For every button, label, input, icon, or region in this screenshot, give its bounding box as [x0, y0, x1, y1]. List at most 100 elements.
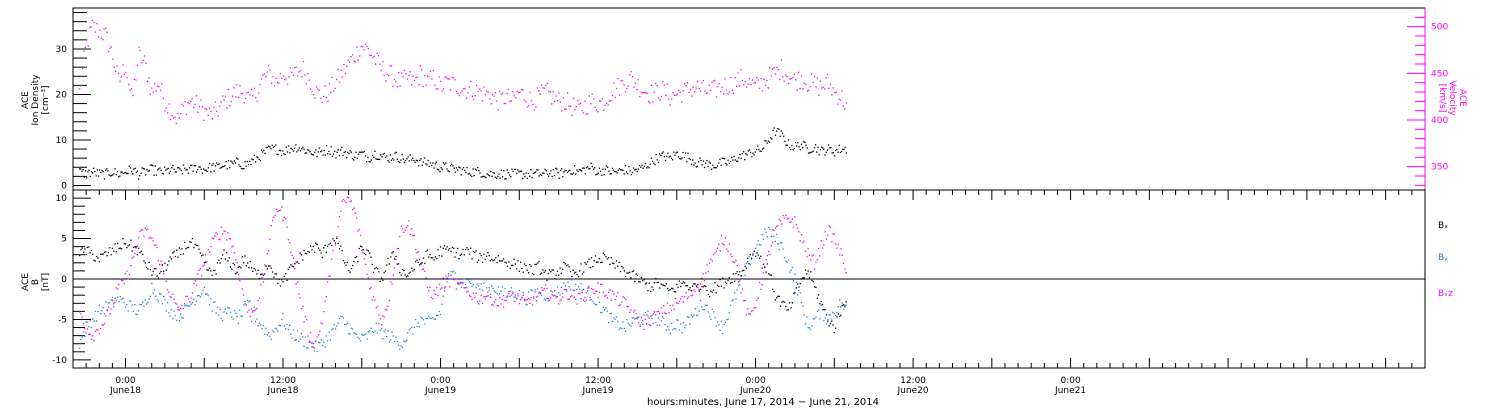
velocity-point — [769, 67, 771, 69]
density-point — [640, 166, 642, 168]
velocity-point — [759, 87, 761, 89]
by-point — [512, 291, 514, 293]
bx-point — [96, 255, 98, 258]
bx-point — [281, 279, 283, 281]
bz-point — [401, 228, 404, 230]
density-point — [308, 149, 310, 151]
by-point — [229, 311, 232, 313]
bz-point — [485, 295, 488, 298]
density-point — [138, 178, 140, 180]
by-point — [278, 324, 280, 327]
density-point — [621, 169, 623, 171]
density-point — [247, 164, 250, 166]
bz-point — [127, 278, 129, 280]
velocity-point — [574, 108, 576, 111]
velocity-point — [702, 80, 704, 82]
bx-point — [538, 260, 540, 263]
bz-point — [652, 313, 654, 315]
bz-point — [147, 228, 149, 230]
velocity-point — [216, 110, 218, 112]
bz-point — [698, 289, 700, 291]
density-point — [555, 167, 557, 169]
density-point — [216, 162, 218, 164]
bx-point — [157, 277, 159, 279]
by-point — [345, 323, 347, 326]
bx-point — [639, 281, 641, 283]
bx-point — [449, 247, 451, 250]
density-point — [82, 169, 84, 171]
density-point — [415, 159, 417, 161]
by-point — [651, 317, 653, 320]
top-left-axis-title: ACE Ion Density [cm⁻³] — [21, 74, 51, 126]
by-point — [89, 320, 91, 322]
density-point — [607, 166, 609, 168]
bx-point — [533, 273, 535, 276]
by-point — [441, 303, 443, 305]
bx-point — [176, 249, 178, 251]
by-point — [719, 329, 721, 331]
density-point — [403, 161, 406, 163]
velocity-point — [81, 68, 84, 70]
density-point — [770, 137, 772, 139]
bx-point — [769, 274, 771, 276]
velocity-point — [278, 82, 280, 84]
bx-point — [174, 255, 177, 258]
by-point — [644, 312, 646, 314]
by-point — [497, 286, 499, 288]
bx-point — [337, 242, 339, 245]
bz-point — [530, 297, 532, 299]
bx-point — [135, 246, 137, 248]
bz-point — [589, 296, 591, 299]
by-point — [716, 321, 719, 323]
density-point — [774, 134, 777, 136]
by-point — [688, 316, 690, 318]
bx-point — [685, 285, 687, 287]
bz-point — [734, 261, 736, 264]
bz-point — [290, 251, 292, 253]
velocity-point — [595, 109, 598, 111]
density-point — [214, 165, 217, 167]
by-point — [821, 309, 824, 311]
bx-point — [198, 248, 200, 250]
bz-point — [256, 307, 258, 310]
by-point — [523, 300, 526, 302]
bx-point — [836, 316, 838, 318]
bz-point — [583, 299, 585, 301]
by-point — [355, 333, 358, 335]
density-point — [412, 157, 414, 159]
density-point — [724, 158, 726, 160]
density-point — [330, 146, 332, 148]
bz-point — [380, 324, 383, 326]
by-point — [488, 286, 490, 289]
bx-point — [312, 245, 314, 248]
bz-point — [212, 237, 215, 240]
bx-point — [756, 252, 758, 254]
density-point — [595, 174, 597, 176]
density-point — [531, 177, 533, 179]
velocity-point — [689, 88, 691, 91]
bz-point — [457, 282, 459, 284]
density-point — [807, 152, 810, 154]
bz-point — [739, 280, 741, 282]
bz-point — [521, 296, 523, 299]
density-point — [338, 154, 341, 157]
bx-point — [379, 280, 381, 283]
density-point — [460, 174, 462, 176]
bx-point — [513, 258, 515, 260]
bz-point — [237, 273, 240, 276]
bz-point — [422, 268, 425, 270]
bz-point — [501, 298, 503, 300]
density-point — [234, 162, 237, 164]
velocity-point — [738, 85, 741, 87]
bz-point — [572, 289, 574, 291]
by-point — [544, 299, 547, 301]
bz-point — [144, 227, 146, 229]
density-point — [738, 157, 740, 159]
bz-point — [409, 233, 411, 235]
bz-point — [130, 264, 132, 267]
density-point — [836, 148, 838, 151]
bx-point — [223, 249, 225, 251]
density-point — [413, 159, 415, 162]
velocity-point — [149, 93, 151, 95]
by-point — [468, 281, 471, 283]
